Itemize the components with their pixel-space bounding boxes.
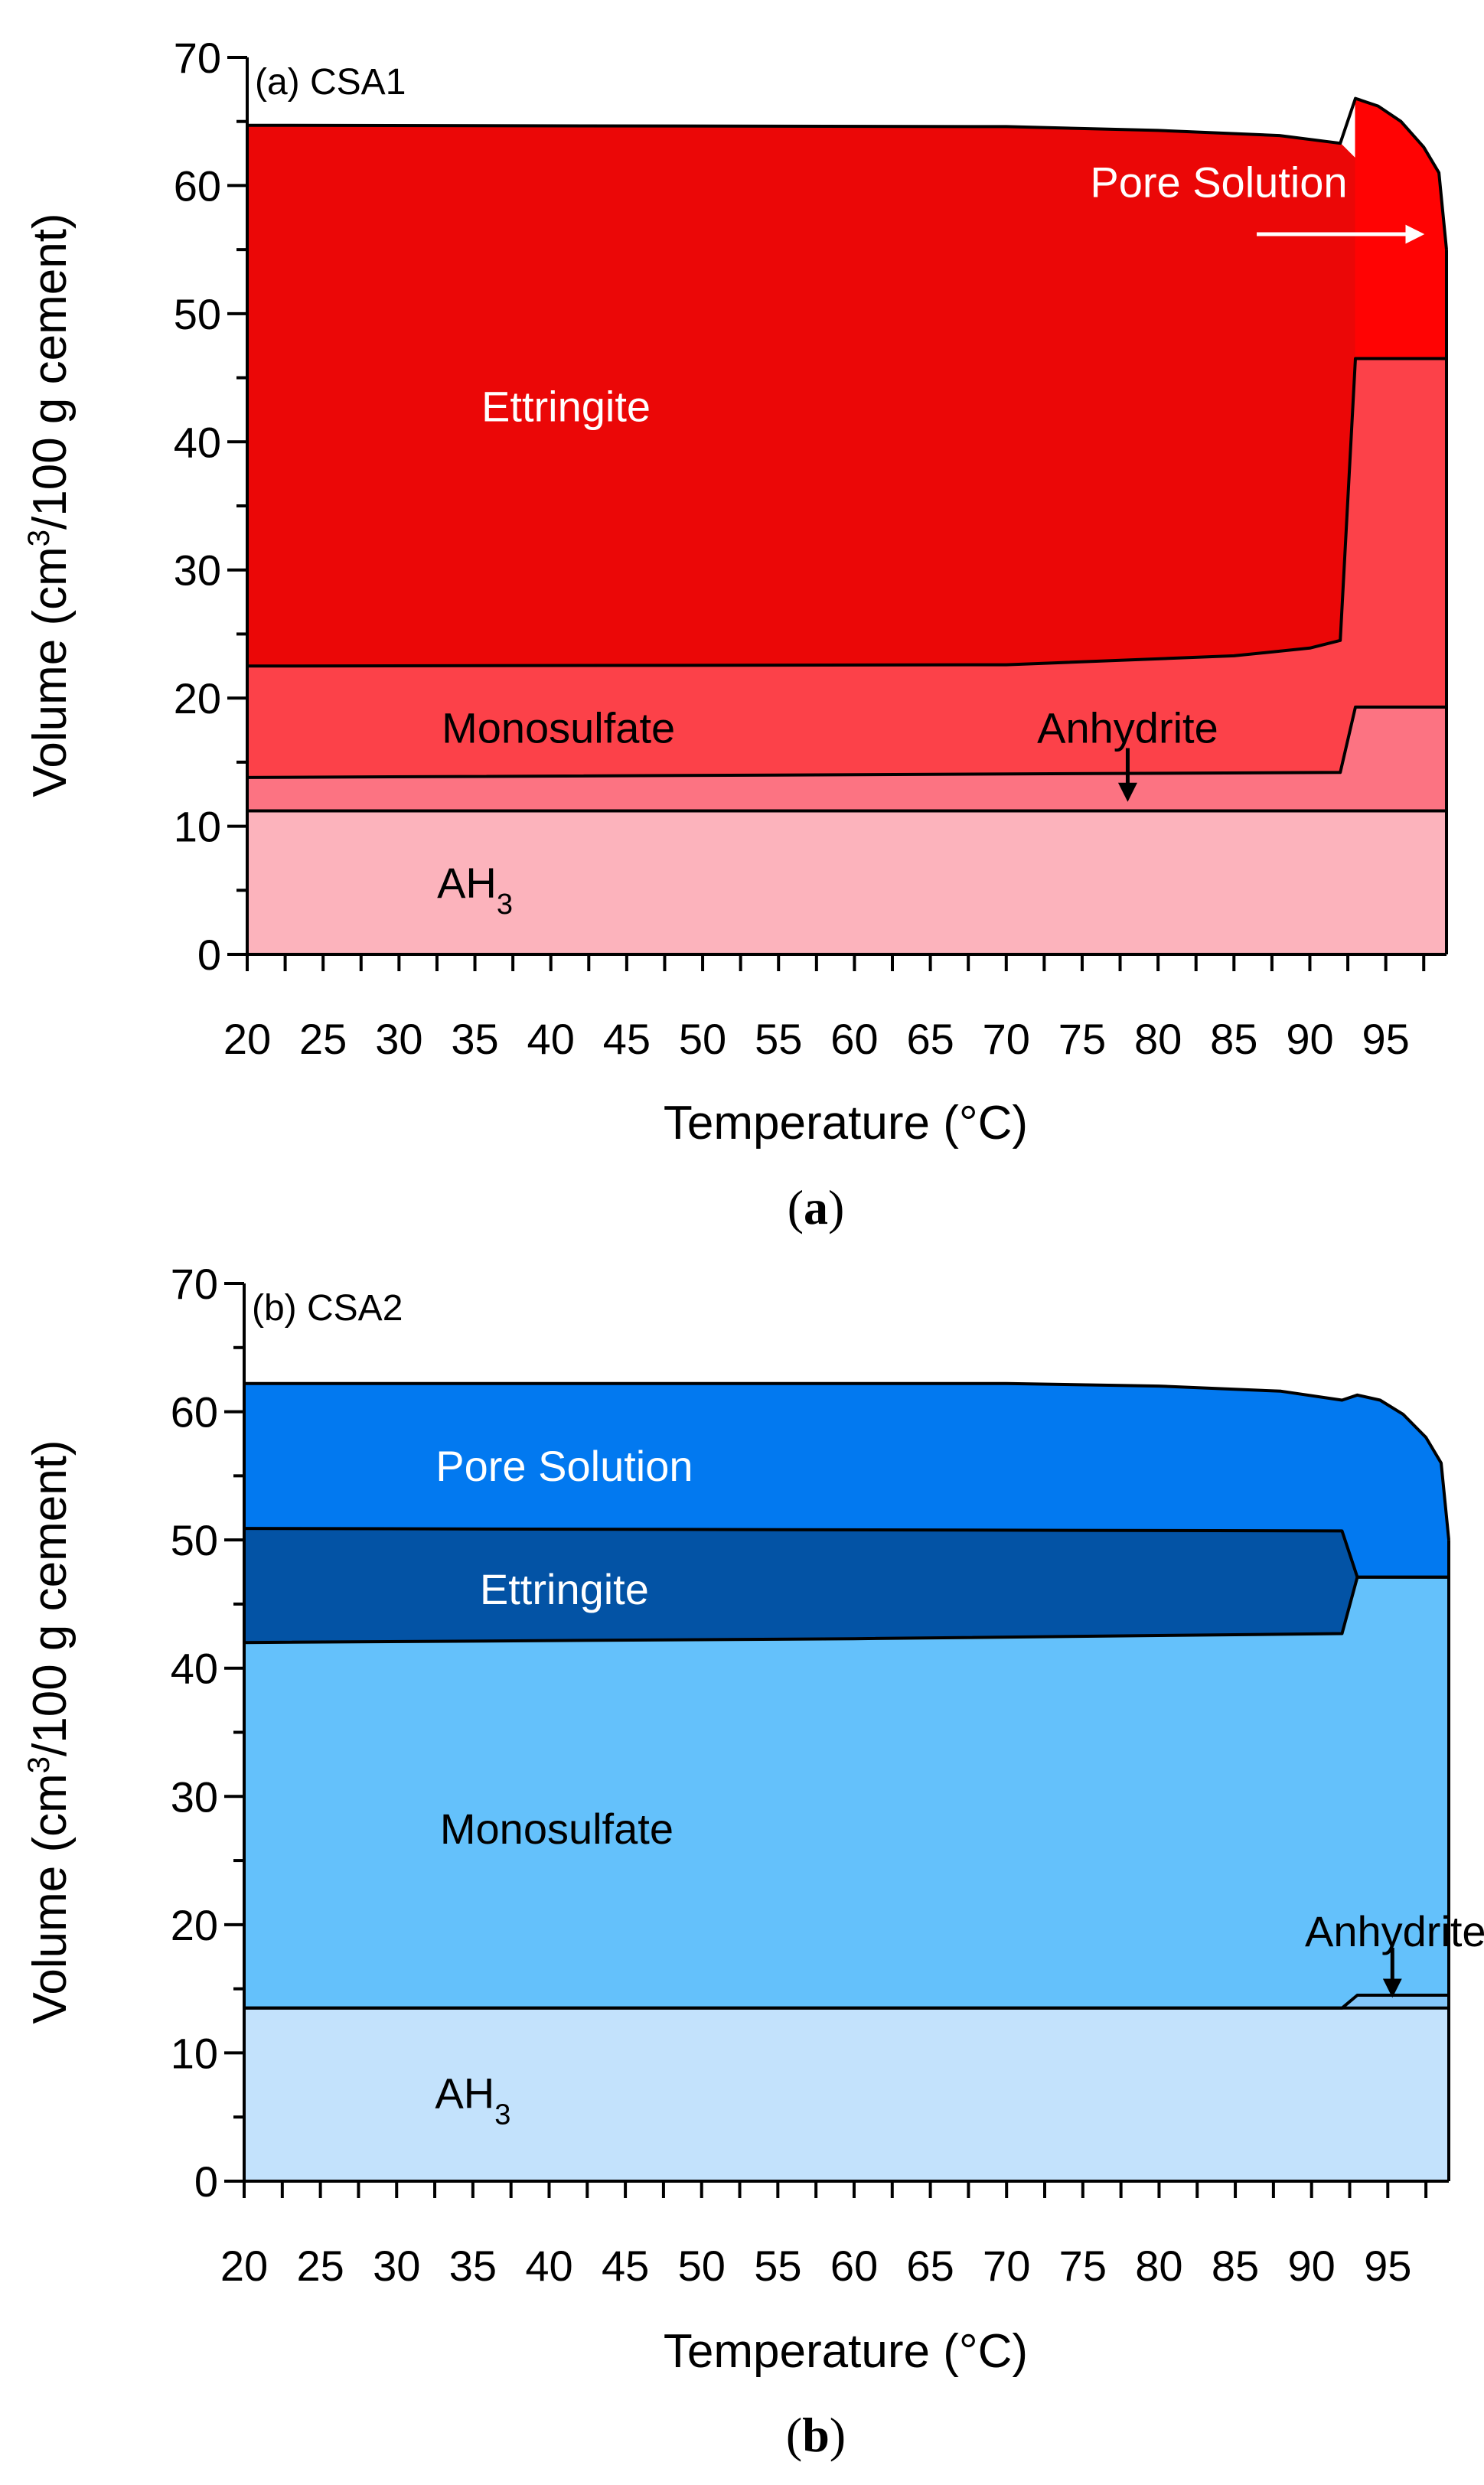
panel-b-x-tick-label: 75 [1059, 2242, 1107, 2290]
panel-a-annotation-anhydrite: Anhydrite [1037, 704, 1218, 752]
panel-a-y-tick-label: 20 [174, 674, 221, 722]
panel-b-x-tick-label: 40 [525, 2242, 572, 2290]
panel-a-boundary-monosulfate-top [246, 357, 1446, 668]
panel-a-boundary-ettringite-top [246, 96, 1448, 250]
panel-b-x-tick-label: 60 [830, 2242, 878, 2290]
panel-a-x-tick-label: 50 [679, 1015, 726, 1063]
panel-a-x-tick-label: 35 [451, 1015, 498, 1063]
panel-b-tag: (b) CSA2 [252, 1288, 403, 1329]
panel-b-y-tick-label: 50 [171, 1516, 218, 1564]
panel-b-x-tick-label: 55 [754, 2242, 801, 2290]
panel-b-x-tick-label: 90 [1288, 2242, 1336, 2290]
panel-a-caption: (a) [788, 1180, 845, 1234]
panel-a-x-tick-label: 30 [375, 1015, 422, 1063]
panel-b-caption: (b) [786, 2408, 846, 2462]
panel-b-x-tick-label: 30 [373, 2242, 420, 2290]
panel-a-y-tick-label: 50 [174, 290, 221, 338]
panel-a-x-tick-label: 70 [983, 1015, 1030, 1063]
panel-a-y-tick-label: 70 [174, 34, 221, 82]
panel-b-y-tick-label: 70 [171, 1260, 218, 1308]
panel-a-x-tick-label: 90 [1286, 1015, 1333, 1063]
panel-a-x-tick-label: 20 [223, 1015, 271, 1063]
panel-b-label-ettringite: Ettringite [480, 1565, 649, 1613]
panel-a-y-tick-label: 10 [174, 803, 221, 851]
panel-b-x-tick-label: 25 [296, 2242, 344, 2290]
panel-b-x-tick-label: 45 [602, 2242, 649, 2290]
panel-a-ylabel: Volume (cm3/100 g cement) [22, 213, 77, 797]
panel-b-ylabel: Volume (cm3/100 g cement) [22, 1440, 77, 2024]
panel-a-boundary-anhydrite-top [246, 705, 1446, 779]
panel-a-y-tick-label: 30 [174, 546, 221, 595]
panel-a-x-tick-label: 75 [1058, 1015, 1106, 1063]
panel-a-x-tick-label: 55 [755, 1015, 802, 1063]
panel-b-xlabel: Temperature (°C) [664, 2325, 1028, 2378]
panel-a-x-tick-label: 60 [830, 1015, 878, 1063]
panel-a-x-tick-label: 80 [1134, 1015, 1182, 1063]
panel-b-boundary-anhydrite-top [244, 1994, 1449, 2010]
panel-a-x-tick-label: 85 [1210, 1015, 1257, 1063]
panel-a-xlabel: Temperature (°C) [664, 1097, 1028, 1150]
panel-b-label-pore-solution: Pore Solution [435, 1442, 693, 1490]
panel-b-y-tick-label: 30 [171, 1772, 218, 1821]
panel-b-boundary-ettringite-top [243, 1527, 1449, 1579]
panel-b-x-tick-label: 85 [1212, 2242, 1259, 2290]
panel-a-annotation-pore-solution: Pore Solution [1090, 158, 1347, 206]
panel-b-x-tick-label: 20 [220, 2242, 268, 2290]
panel-a-chart: 0 10 20 30 40 50 60 70 20 25 30 35 40 45 50 55 60 65 70 75 8… [174, 34, 1448, 1063]
panel-b-boundary-pore-top [244, 1381, 1450, 1541]
panel-b-x-tick-label: 50 [678, 2242, 726, 2290]
panel-b-x-tick-label: 95 [1364, 2242, 1411, 2290]
panel-a-x-tick-label: 95 [1362, 1015, 1410, 1063]
panel-b-label-ah3: AH3 [435, 2069, 510, 2131]
panel-b-x-tick-label: 65 [906, 2242, 954, 2290]
panel-b-x-tick-label: 35 [449, 2242, 497, 2290]
panel-a-x-tick-label: 40 [527, 1015, 575, 1063]
panel-b-y-tick-label: 20 [171, 1901, 218, 1949]
panel-b-label-monosulfate: Monosulfate [440, 1805, 674, 1853]
panel-a-region-ah3 [246, 810, 1447, 955]
panel-b-region-ah3 [243, 2007, 1450, 2182]
panel-b-y-tick-label: 60 [171, 1388, 218, 1437]
panel-a-label-ah3: AH3 [437, 859, 513, 921]
panel-b-y-tick-label: 40 [171, 1645, 218, 1693]
panel-a-y-tick-label: 40 [174, 418, 221, 466]
panel-a-y-tick-label: 0 [197, 931, 221, 979]
panel-a-y-tick-label: 60 [174, 161, 221, 210]
panel-a-label-monosulfate: Monosulfate [442, 704, 675, 752]
panel-b-region-ettringite [243, 1528, 1449, 1643]
panel-a-region-ettringite [246, 125, 1447, 667]
panel-b-y-tick-label: 0 [194, 2157, 218, 2206]
panel-b-chart: 0 10 20 30 40 50 60 70 20 25 30 35 40 45 50 55 60 65 70 75 8… [171, 1260, 1484, 2290]
panel-a-x-tick-label: 25 [299, 1015, 347, 1063]
panel-a-x-tick-label: 65 [906, 1015, 954, 1063]
panel-a-x-tick-label: 45 [603, 1015, 651, 1063]
panel-b-x-tick-label: 80 [1135, 2242, 1182, 2290]
panel-b-x-tick-label: 70 [983, 2242, 1030, 2290]
panel-b-y-tick-label: 10 [171, 2029, 218, 2077]
panel-b-annotation-anhydrite: Anhydrite [1305, 1907, 1484, 1955]
panel-a-region-pore-solution [1355, 97, 1447, 359]
panel-a-label-ettringite: Ettringite [481, 382, 651, 430]
panel-a-tag: (a) CSA1 [255, 62, 406, 103]
